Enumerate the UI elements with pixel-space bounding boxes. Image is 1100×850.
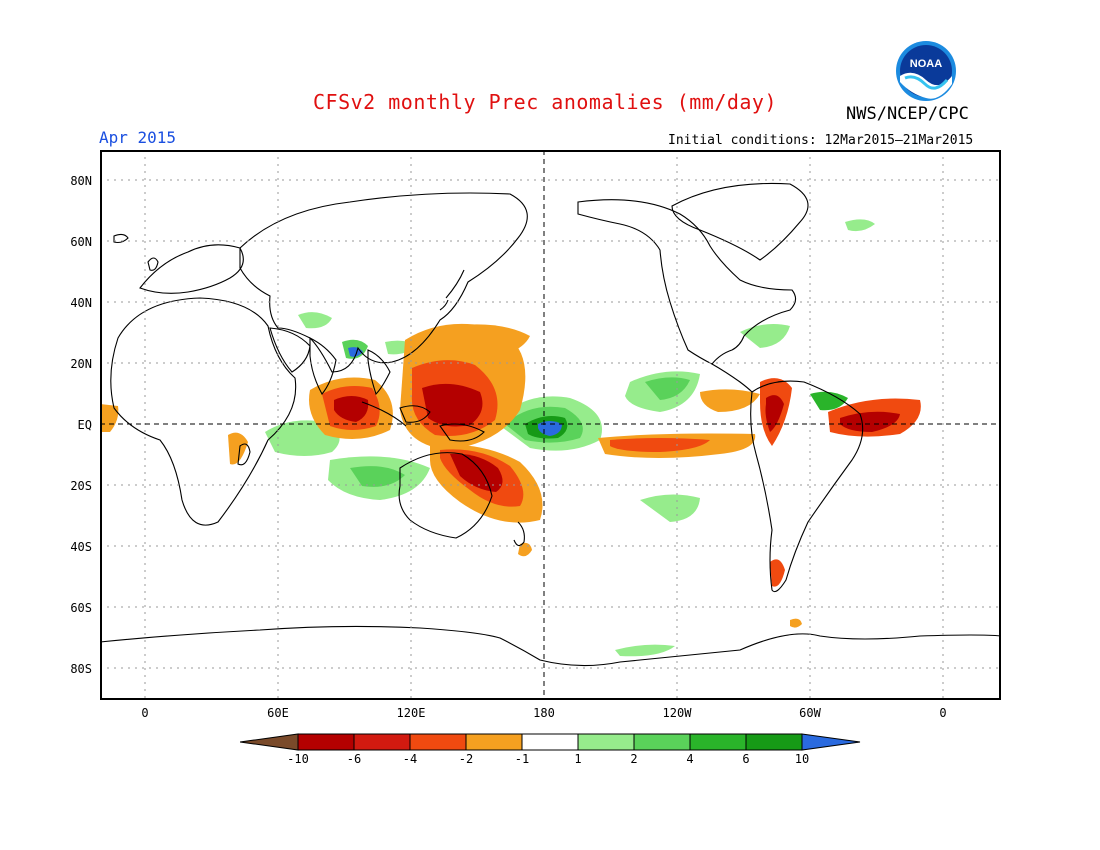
colorbar-label-10: 10: [794, 752, 810, 766]
dry-region-tropical-atlantic-core: [840, 411, 900, 432]
chart-title: CFSv2 monthly Prec anomalies (mm/day): [313, 90, 778, 114]
dry-region-antarctic-peninsula: [790, 618, 802, 628]
reference-lines: [100, 150, 1001, 700]
lat-label-eq: EQ: [77, 418, 92, 432]
color-bin-minus6-to-minus4: [353, 733, 411, 751]
colorbar-label-1: 1: [574, 752, 582, 766]
dry-region-equatorial-pacific-east-core: [610, 438, 710, 452]
forecast-month: Apr 2015: [99, 128, 177, 147]
colorbar-label-minus10: -10: [287, 752, 309, 766]
coast-arabia: [269, 327, 311, 373]
color-bin-gt-10: [801, 733, 861, 751]
coast-antarctica: [100, 625, 1001, 667]
coast-central-america: [711, 363, 753, 393]
dry-region-bay-bengal-core: [334, 396, 369, 422]
lat-label-60n: 60N: [70, 235, 92, 249]
wet-region-north-brazil: [810, 391, 848, 411]
lat-label-40s: 40S: [70, 540, 92, 554]
negative-anomaly-regions: [100, 323, 921, 628]
color-bin-2-to-4: [633, 733, 691, 751]
lat-label-20n: 20N: [70, 357, 92, 371]
svg-text:NOAA: NOAA: [910, 58, 942, 70]
color-bin-6-to-10: [745, 733, 803, 751]
colorbar-label-minus4: -4: [402, 752, 418, 766]
coast-uk: [147, 257, 159, 271]
coast-japan: [439, 269, 465, 311]
wet-region-antarctic-coast: [615, 644, 675, 657]
lat-label-40n: 40N: [70, 296, 92, 310]
colorbar-label-minus2: -2: [458, 752, 474, 766]
positive-anomaly-regions: [265, 219, 875, 657]
colorbar-label-2: 2: [630, 752, 638, 766]
color-bin-minus10-to-minus6: [297, 733, 355, 751]
colorbar-label-6: 6: [742, 752, 750, 766]
color-bin-minus1-to-1: [521, 733, 579, 751]
dry-region-nw-pacific: [452, 324, 530, 358]
initial-conditions: Initial conditions: 12Mar2015–21Mar2015: [668, 133, 974, 148]
agency-label: NWS/NCEP/CPC: [846, 104, 969, 124]
color-scale-bar: [240, 733, 861, 751]
colorbar-label-4: 4: [686, 752, 694, 766]
wet-region-south-pacific: [640, 494, 700, 522]
lon-label-0-east: 0: [939, 706, 947, 720]
lon-label-60e: 60E: [267, 706, 289, 720]
lat-label-80n: 80N: [70, 174, 92, 188]
color-bin-1-to-2: [577, 733, 635, 751]
coast-new-zealand: [513, 521, 525, 547]
coast-europe: [139, 244, 244, 294]
color-bin-lt-minus10: [240, 733, 299, 751]
coast-south-america: [750, 380, 864, 593]
color-bin-minus2-to-minus1: [465, 733, 523, 751]
coast-sumatra-borneo: [361, 401, 431, 427]
coast-asia: [239, 192, 528, 373]
lon-label-120e: 120E: [396, 706, 426, 720]
lon-label-0-west: 0: [141, 706, 149, 720]
coast-iceland: [113, 233, 129, 244]
colorbar-label-minus1: -1: [514, 752, 530, 766]
dry-region-west-africa-coast: [228, 432, 248, 465]
coast-indochina: [367, 349, 391, 396]
coast-madagascar: [237, 443, 251, 466]
dry-region-south-pacific-core: [450, 453, 503, 492]
color-bin-4-to-6: [689, 733, 747, 751]
color-bin-minus4-to-minus2: [409, 733, 467, 751]
lat-label-60s: 60S: [70, 601, 92, 615]
lon-label-120w: 120W: [662, 706, 692, 720]
lat-label-80s: 80S: [70, 662, 92, 676]
coastlines: [100, 182, 1001, 667]
coast-india: [309, 337, 337, 395]
wet-region-caribbean: [740, 324, 790, 348]
noaa-logo-icon: NOAA: [896, 41, 956, 101]
lat-label-20s: 20S: [70, 479, 92, 493]
coast-africa: [110, 297, 297, 526]
coast-australia: [398, 452, 493, 539]
dry-region-andes-core: [765, 395, 784, 432]
wet-region-east-pacific-core: [645, 377, 690, 400]
map-frame: [100, 150, 1001, 700]
wet-region-north-atlantic: [845, 219, 875, 232]
coast-north-america: [577, 199, 797, 365]
dry-region-patagonia: [770, 559, 785, 587]
graticule: [100, 150, 1001, 700]
precip-anomaly-map: [100, 150, 1001, 700]
wet-region-arabian-sea: [298, 312, 332, 329]
dry-region-central-america: [700, 389, 760, 412]
lon-label-180: 180: [533, 706, 555, 720]
dry-region-equatorial-africa-west: [100, 404, 119, 432]
wet-region-south-indian-core: [350, 466, 405, 487]
dry-region-maritime-continent-core: [422, 383, 483, 427]
colorbar-label-minus6: -6: [346, 752, 362, 766]
lon-label-60w: 60W: [799, 706, 821, 720]
